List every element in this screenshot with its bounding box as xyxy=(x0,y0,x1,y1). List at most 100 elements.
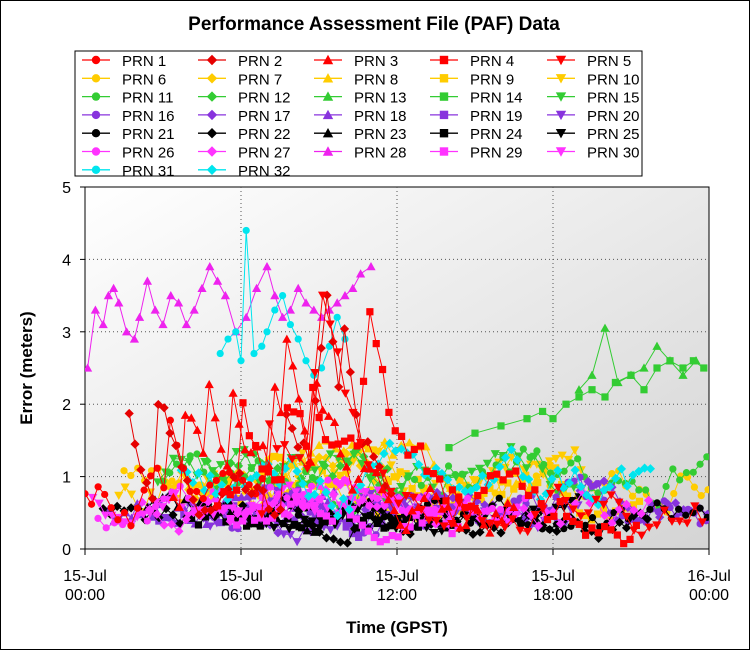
data-point xyxy=(461,520,471,530)
data-point xyxy=(122,327,132,336)
data-point xyxy=(629,505,639,515)
data-point xyxy=(325,320,335,329)
data-point xyxy=(114,491,124,500)
data-point xyxy=(382,464,392,474)
data-point xyxy=(335,537,346,547)
data-point xyxy=(306,494,316,504)
data-point xyxy=(256,522,264,530)
data-point xyxy=(532,460,542,469)
legend-label: PRN 22 xyxy=(238,126,291,143)
data-point xyxy=(204,488,214,498)
data-point xyxy=(124,408,134,419)
data-point xyxy=(642,486,650,494)
data-point xyxy=(662,482,670,491)
data-point xyxy=(198,448,208,457)
data-point xyxy=(276,519,287,529)
data-point xyxy=(599,485,609,495)
data-point xyxy=(299,515,310,525)
y-axis-title: Error (meters) xyxy=(17,311,36,424)
data-point xyxy=(388,450,398,459)
data-point xyxy=(225,468,234,477)
legend-marker xyxy=(555,147,567,157)
data-point xyxy=(461,504,469,512)
data-point xyxy=(365,474,375,483)
data-point xyxy=(355,533,363,541)
legend-marker xyxy=(91,74,101,83)
data-point xyxy=(335,480,345,490)
data-point xyxy=(335,501,345,510)
data-point xyxy=(621,499,632,509)
data-point xyxy=(174,526,184,536)
data-point xyxy=(467,515,477,524)
data-point xyxy=(416,505,426,515)
data-point xyxy=(298,479,308,489)
data-point xyxy=(307,482,316,490)
data-point xyxy=(246,489,257,499)
data-point xyxy=(318,364,326,372)
data-point xyxy=(621,512,632,521)
legend-marker xyxy=(91,147,101,156)
data-point xyxy=(439,522,449,531)
data-point xyxy=(210,413,220,422)
data-point xyxy=(329,493,339,502)
legend-marker xyxy=(439,110,449,120)
data-point xyxy=(486,484,494,493)
data-point xyxy=(568,505,578,514)
data-point xyxy=(264,468,272,476)
data-point xyxy=(697,518,707,527)
data-point xyxy=(396,482,406,492)
data-point xyxy=(278,312,288,321)
data-point xyxy=(232,521,241,529)
data-point xyxy=(594,533,604,543)
data-point xyxy=(418,519,426,527)
data-point xyxy=(213,276,223,285)
data-point xyxy=(309,489,320,500)
data-point xyxy=(479,520,489,529)
data-point xyxy=(286,320,294,329)
data-point xyxy=(352,515,360,523)
data-point xyxy=(506,445,516,455)
data-point xyxy=(334,440,342,448)
data-point xyxy=(563,455,574,465)
data-point xyxy=(512,467,520,475)
data-point xyxy=(324,411,334,420)
data-point xyxy=(510,485,518,493)
data-point xyxy=(599,506,608,514)
data-point xyxy=(556,498,564,506)
data-point xyxy=(367,461,377,471)
data-point xyxy=(538,505,548,514)
data-point xyxy=(340,389,350,398)
data-point xyxy=(301,298,311,307)
data-point xyxy=(180,410,190,419)
data-point xyxy=(532,472,540,480)
data-point xyxy=(284,525,294,534)
data-point xyxy=(469,505,480,514)
data-point xyxy=(233,486,241,494)
data-point xyxy=(475,527,485,537)
data-point xyxy=(279,530,289,539)
data-point xyxy=(159,403,169,413)
series-prn-28 xyxy=(85,262,376,372)
data-point xyxy=(445,444,453,452)
data-point xyxy=(170,489,180,498)
data-point xyxy=(467,467,477,476)
data-point xyxy=(652,341,662,350)
data-point xyxy=(98,504,108,514)
data-point xyxy=(264,460,274,470)
series-line xyxy=(128,295,392,516)
data-point xyxy=(564,492,572,500)
legend-label: PRN 2 xyxy=(238,53,282,70)
data-point xyxy=(576,512,586,521)
data-point xyxy=(294,394,304,403)
data-point xyxy=(376,516,386,525)
legend: PRN 1 PRN 2 PRN 3 PRN 4 PRN 5 PRN 6 PRN 7 PRN 8… xyxy=(82,53,640,180)
legend-label: PRN 18 xyxy=(354,108,407,125)
legend-marker xyxy=(555,74,567,84)
data-point xyxy=(343,458,353,468)
data-point xyxy=(398,499,406,507)
data-point xyxy=(599,500,609,510)
legend-marker xyxy=(322,146,334,156)
data-point xyxy=(286,500,295,508)
legend-label: PRN 28 xyxy=(354,145,407,162)
data-point xyxy=(335,461,345,471)
